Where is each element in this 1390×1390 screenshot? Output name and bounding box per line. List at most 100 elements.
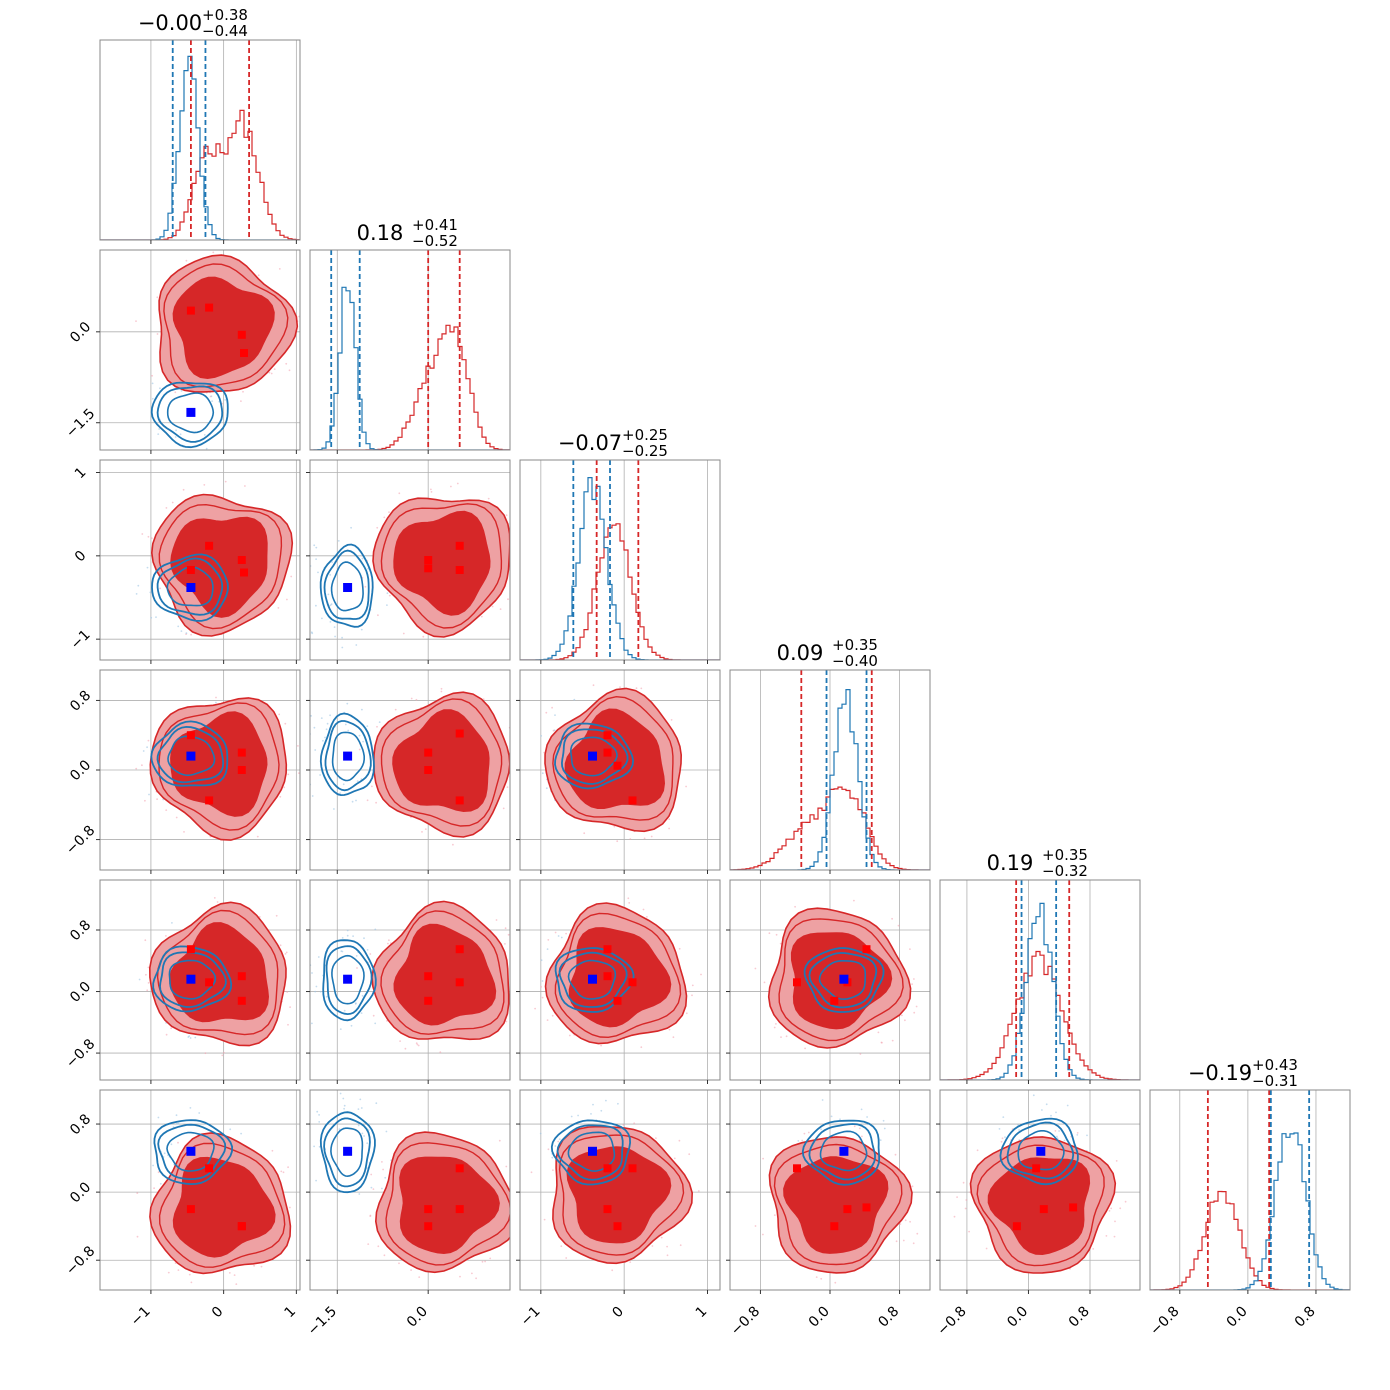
red-sample-point (679, 1244, 682, 1247)
blue-contour-inner (168, 959, 217, 1000)
red-sample-point (504, 927, 507, 930)
red-sample-point (135, 320, 137, 322)
red-sample-point (410, 697, 413, 700)
red-marker (830, 996, 839, 1005)
blue-contour-inner (1017, 1130, 1065, 1171)
red-sample-point (891, 917, 893, 920)
red-sample-point (356, 967, 358, 969)
blue-sample-point (1058, 1130, 1060, 1132)
red-sample-point (223, 1051, 225, 1054)
red-sample-point (640, 687, 643, 690)
blue-sample-point (307, 766, 309, 768)
red-sample-point (375, 801, 377, 804)
y-tick-label: 0.8 (67, 688, 94, 715)
blue-sample-point (304, 1173, 306, 1175)
blue-sample-point (839, 1118, 841, 1121)
red-marker (237, 330, 246, 339)
red-sample-point (270, 372, 273, 375)
contour-panel: −1.5 0.0 (304, 1089, 511, 1339)
red-contour-inner (987, 1157, 1091, 1256)
red-sample-point (1119, 1207, 1122, 1210)
blue-sample-point (315, 558, 317, 560)
red-sample-point (552, 1169, 554, 1171)
title-minus-error: −0.32 (1042, 862, 1088, 880)
red-sample-point (440, 690, 443, 693)
blue-sample-point (183, 467, 185, 469)
x-tick-label: −0.8 (934, 1304, 969, 1339)
blue-sample-point (1055, 1111, 1057, 1114)
red-sample-point (670, 719, 673, 721)
red-sample-point (1054, 1130, 1057, 1132)
red-sample-point (258, 916, 261, 918)
blue-sample-point (355, 955, 358, 957)
x-tick-label: 0.0 (1004, 1304, 1031, 1331)
blue-sample-point (157, 433, 160, 435)
blue-sample-point (215, 701, 217, 704)
red-sample-point (807, 1131, 810, 1134)
red-sample-point (204, 1052, 207, 1055)
red-sample-point (904, 1219, 907, 1222)
red-sample-point (159, 587, 162, 590)
blue-sample-point (341, 646, 344, 649)
red-marker (455, 729, 464, 738)
blue-sample-point (540, 735, 543, 737)
red-sample-point (188, 1273, 191, 1276)
blue-sample-point (797, 1140, 800, 1142)
red-sample-point (547, 1148, 550, 1151)
red-sample-point (279, 795, 282, 798)
blue-sample-point (174, 436, 177, 438)
red-sample-point (402, 632, 405, 635)
blue-marker (839, 974, 849, 984)
red-sample-point (911, 983, 913, 985)
red-sample-point (286, 598, 288, 601)
blue-sample-point (879, 1139, 882, 1141)
red-sample-point (785, 1035, 788, 1038)
blue-sample-point (187, 1036, 190, 1038)
red-sample-point (165, 809, 168, 811)
red-sample-point (213, 897, 216, 899)
red-sample-point (600, 1044, 602, 1047)
blue-sample-point (374, 1022, 377, 1025)
red-sample-point (877, 1031, 880, 1034)
blue-contour-outer (322, 939, 377, 1022)
blue-contour-outer (319, 1111, 376, 1194)
blue-sample-point (541, 980, 544, 982)
red-sample-point (167, 1271, 170, 1274)
blue-sample-point (821, 1099, 824, 1101)
red-sample-point (583, 832, 586, 835)
blue-contour-mid (157, 1123, 227, 1181)
red-sample-point (909, 948, 911, 950)
panel-title: 0.09 (777, 641, 824, 665)
red-marker (455, 541, 464, 550)
blue-contour-inner (567, 959, 617, 1000)
blue-sample-point (319, 774, 321, 776)
red-contour-mid (976, 1144, 1105, 1267)
panel-title: 0.18 (357, 221, 404, 245)
blue-contour-mid (323, 1117, 371, 1188)
panel-frame (99, 879, 301, 1081)
red-sample-point (1001, 1137, 1004, 1140)
red-sample-point (668, 818, 671, 820)
red-sample-point (902, 1239, 905, 1242)
red-sample-point (635, 687, 638, 690)
blue-sample-point (303, 749, 305, 751)
blue-contour-inner (166, 1131, 215, 1172)
red-sample-point (372, 1014, 375, 1017)
red-sample-point (147, 966, 150, 969)
blue-histogram (100, 55, 300, 240)
red-sample-point (404, 1047, 407, 1050)
red-histogram (730, 786, 930, 870)
red-sample-point (367, 1243, 370, 1245)
red-sample-point (968, 1230, 970, 1233)
x-tick-label: −0.8 (1147, 1304, 1182, 1339)
red-sample-point (507, 933, 510, 936)
blue-sample-point (1004, 1136, 1006, 1138)
red-sample-point (897, 924, 900, 927)
blue-sample-point (146, 566, 149, 569)
blue-contour-outer (152, 945, 233, 1013)
blue-contour-outer (803, 947, 885, 1013)
red-sample-point (1124, 1200, 1127, 1203)
red-sample-point (271, 1149, 274, 1152)
red-sample-point (480, 615, 483, 618)
blue-contour-outer (554, 722, 635, 790)
